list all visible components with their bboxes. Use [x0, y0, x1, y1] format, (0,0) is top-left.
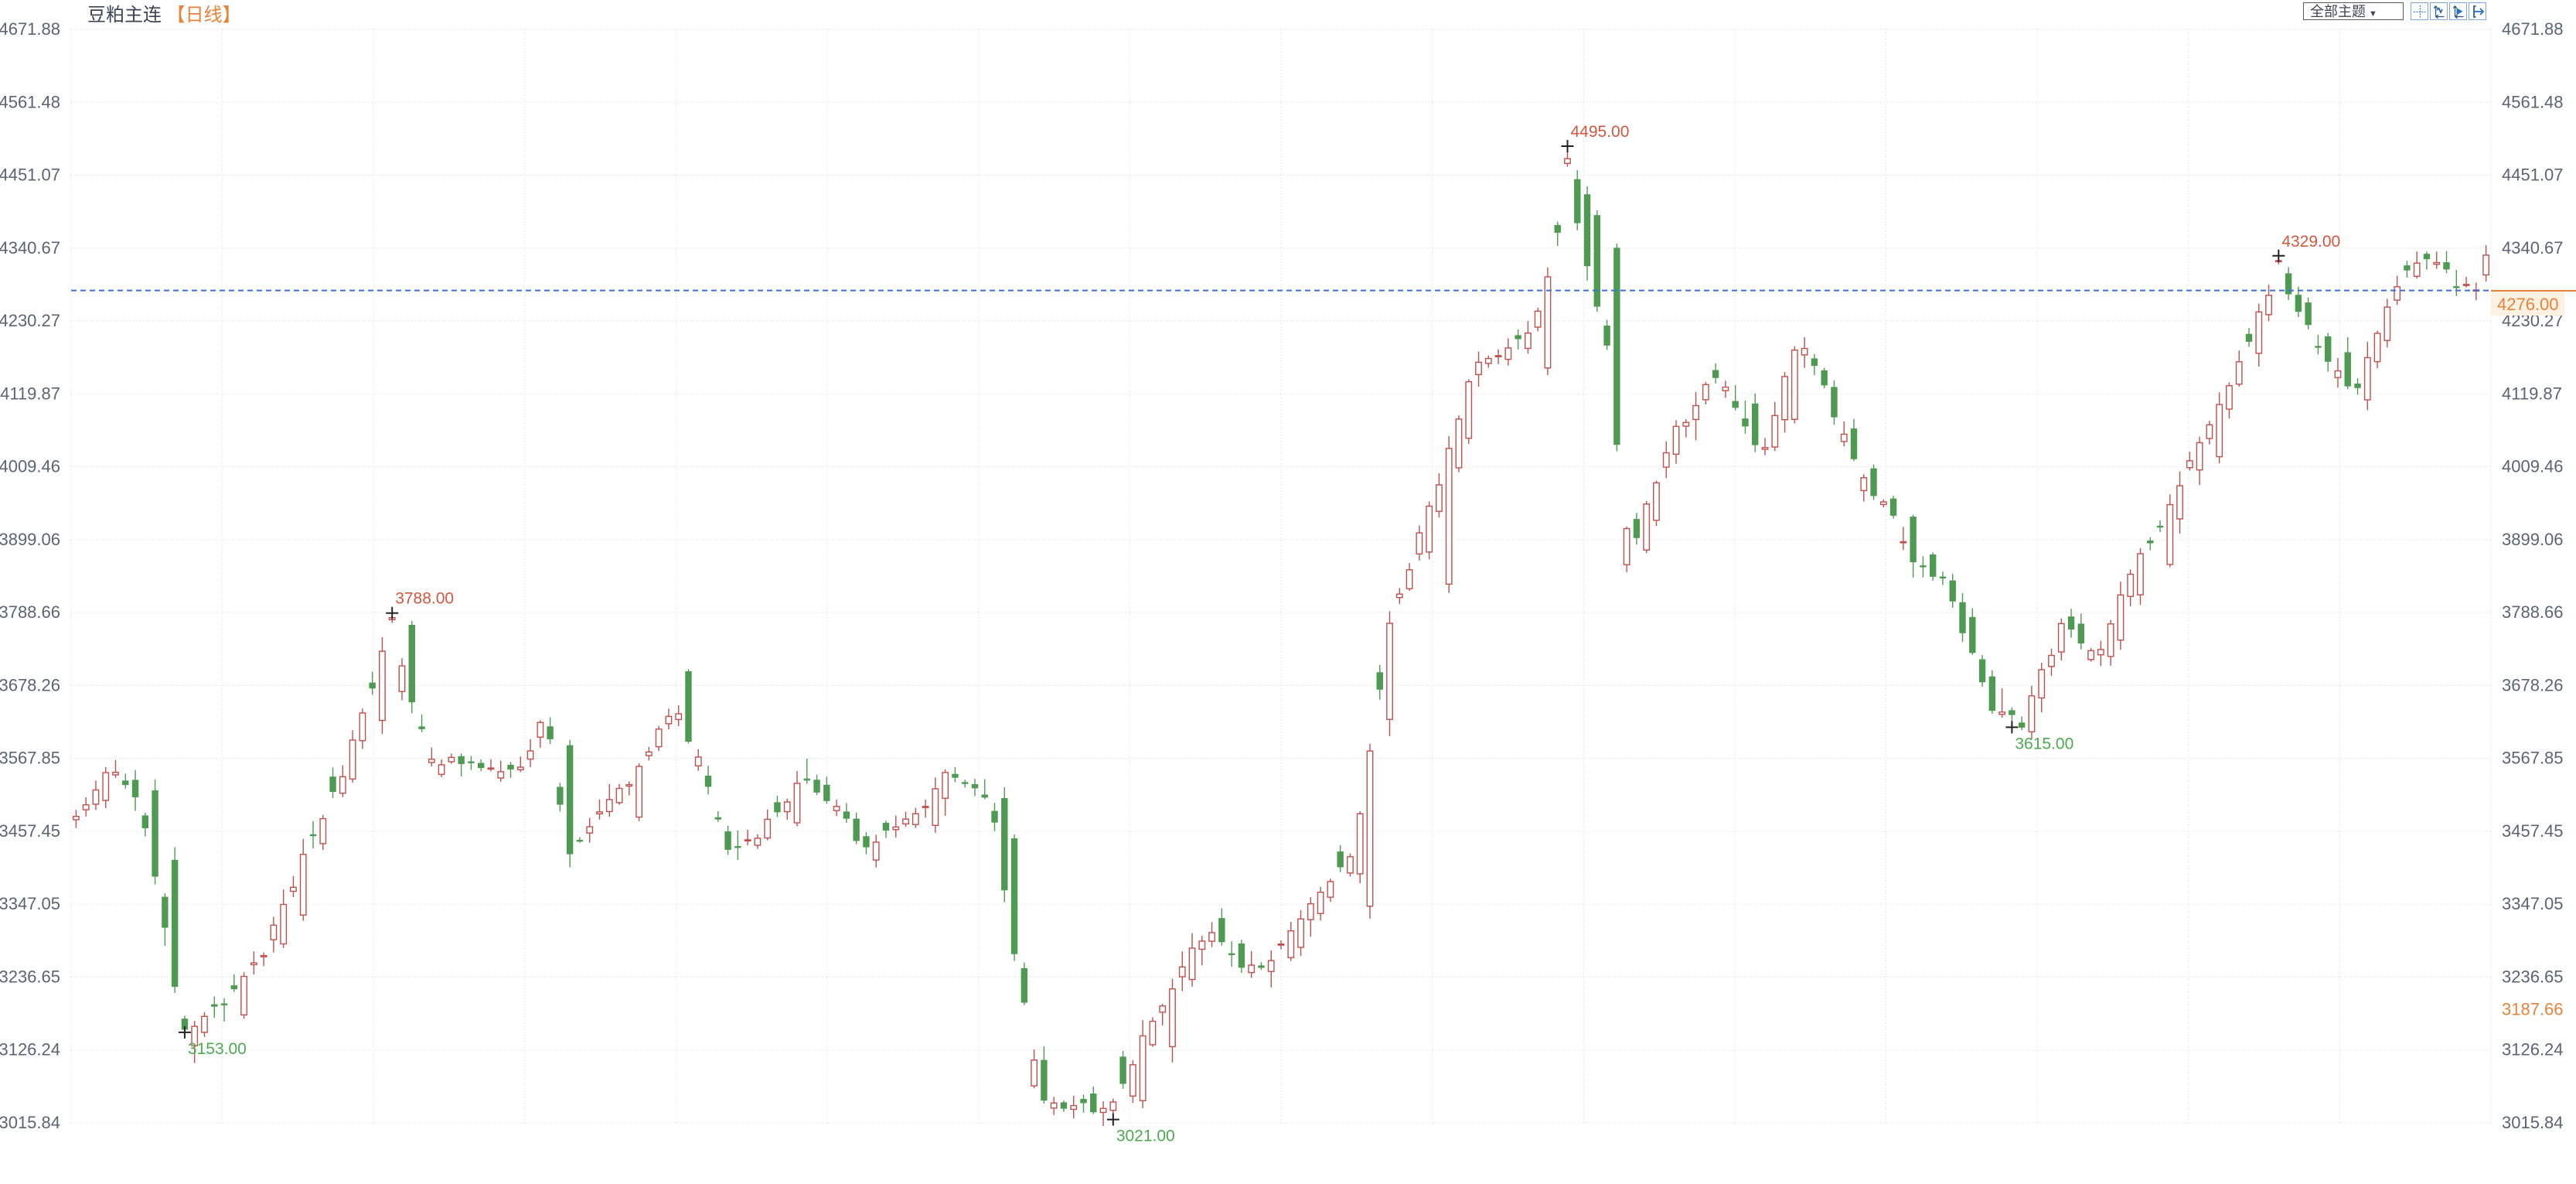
svg-text:3788.00: 3788.00: [395, 590, 454, 608]
svg-text:4561.48: 4561.48: [0, 92, 60, 111]
svg-text:4276.00: 4276.00: [2497, 295, 2559, 314]
svg-text:4340.67: 4340.67: [0, 238, 60, 258]
svg-text:4671.88: 4671.88: [0, 19, 60, 39]
svg-text:4119.87: 4119.87: [0, 384, 60, 403]
svg-text:3567.85: 3567.85: [0, 749, 60, 768]
svg-text:3347.05: 3347.05: [2502, 894, 2564, 913]
svg-text:3899.06: 3899.06: [0, 530, 60, 549]
svg-text:4119.87: 4119.87: [2502, 384, 2562, 403]
svg-text:4329.00: 4329.00: [2281, 233, 2340, 251]
svg-text:3015.84: 3015.84: [2502, 1113, 2564, 1132]
svg-text:3126.24: 3126.24: [0, 1040, 60, 1059]
svg-text:4340.67: 4340.67: [2502, 238, 2564, 258]
svg-text:3015.84: 3015.84: [0, 1113, 60, 1132]
svg-text:4009.46: 4009.46: [0, 457, 60, 476]
svg-text:3567.85: 3567.85: [2502, 749, 2564, 768]
svg-text:4451.07: 4451.07: [2502, 165, 2564, 185]
svg-text:3615.00: 3615.00: [2015, 735, 2073, 752]
svg-text:3236.65: 3236.65: [2502, 967, 2564, 986]
svg-text:3457.45: 3457.45: [2502, 821, 2564, 841]
svg-text:4009.46: 4009.46: [2502, 457, 2564, 476]
svg-text:4451.07: 4451.07: [0, 165, 60, 185]
svg-text:3236.65: 3236.65: [0, 967, 60, 986]
svg-text:4495.00: 4495.00: [1570, 123, 1629, 141]
svg-text:3457.45: 3457.45: [0, 821, 60, 841]
svg-text:3899.06: 3899.06: [2502, 530, 2564, 549]
svg-text:3788.66: 3788.66: [0, 602, 60, 622]
svg-text:4230.27: 4230.27: [0, 311, 60, 330]
svg-text:3347.05: 3347.05: [0, 894, 60, 913]
svg-text:4671.88: 4671.88: [2502, 19, 2564, 39]
svg-text:3021.00: 3021.00: [1116, 1128, 1175, 1145]
svg-text:3788.66: 3788.66: [2502, 602, 2564, 622]
svg-text:3678.26: 3678.26: [2502, 675, 2564, 694]
svg-text:3678.26: 3678.26: [0, 675, 60, 694]
svg-text:4561.48: 4561.48: [2502, 92, 2564, 111]
svg-text:3153.00: 3153.00: [188, 1040, 247, 1058]
svg-text:3187.66: 3187.66: [2502, 999, 2564, 1019]
svg-text:3126.24: 3126.24: [2502, 1040, 2564, 1059]
